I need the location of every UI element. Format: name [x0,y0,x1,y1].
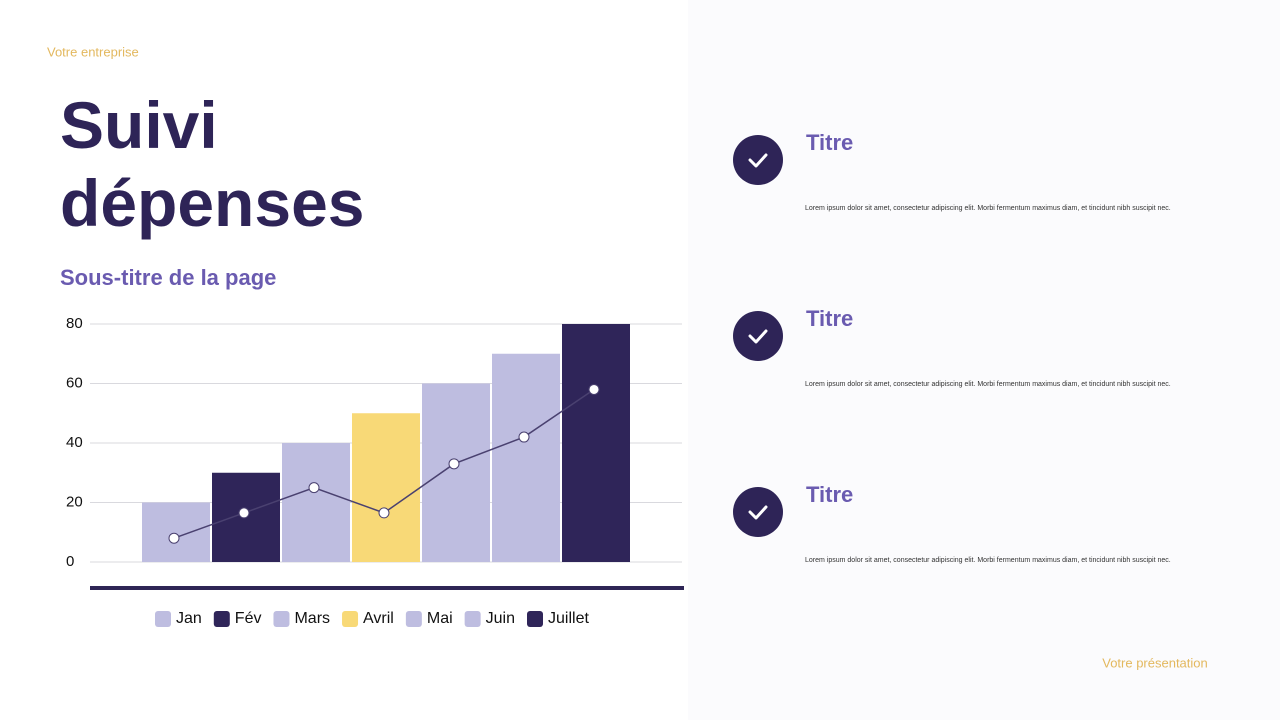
y-tick-label: 0 [66,553,74,570]
item-text: Lorem ipsum dolor sit amet, consectetur … [805,557,1171,564]
item-title: Titre [806,130,853,155]
item-title: Titre [806,482,853,507]
legend-swatch [273,611,290,627]
bar [282,443,350,562]
legend-swatch [405,611,422,627]
line-point [378,507,390,519]
line-point [238,507,250,519]
legend-label: Jan [176,610,202,627]
legend-swatch [527,611,543,627]
y-tick-label: 60 [66,374,83,391]
legend-swatch [342,611,359,627]
bar [352,413,420,562]
legend-label: Fév [235,610,262,627]
y-tick-label: 80 [66,315,83,332]
legend-swatch [213,611,230,627]
legend-label: Mars [294,610,330,627]
check-icon [733,311,783,361]
side-panel [688,0,1280,720]
bar [142,502,210,562]
subtitle: Sous-titre de la page [60,265,276,290]
bar [562,324,630,562]
legend-swatch [155,611,171,627]
line-point [588,383,600,395]
y-tick-label: 20 [66,493,83,510]
line-point [448,458,460,470]
legend-label: Juillet [548,610,589,627]
line-point [518,431,530,443]
check-mark [748,505,768,520]
company: Votre entreprise [47,44,139,59]
legend-label: Mai [427,610,453,627]
check-mark [748,153,768,168]
check-icon [733,487,783,537]
legend-swatch [464,611,481,627]
bar [492,353,560,562]
check-mark [748,329,768,344]
legend-label: Avril [363,610,394,627]
check-icon [733,135,783,185]
legend-label: Juin [486,610,515,627]
y-tick-label: 40 [66,434,83,451]
title: Suivi dépenses [60,88,365,240]
item-text: Lorem ipsum dolor sit amet, consectetur … [805,381,1171,388]
item-title: Titre [806,306,853,331]
footer: Votre présentation [1102,655,1208,670]
item-text: Lorem ipsum dolor sit amet, consectetur … [805,205,1171,212]
line-point [168,532,180,544]
bar [422,383,490,562]
items: Titre Lorem ipsum dolor sit amet, consect… [733,130,1171,564]
line-point [308,482,320,494]
